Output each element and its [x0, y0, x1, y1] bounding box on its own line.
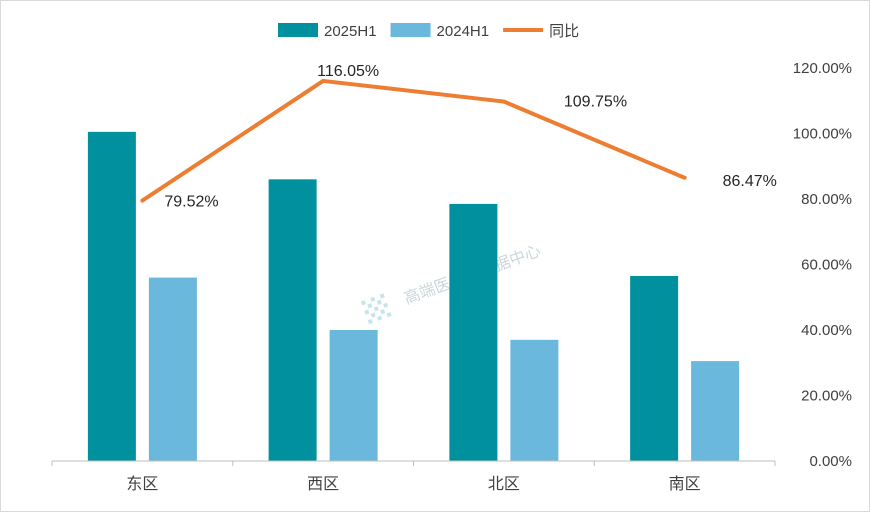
x-tick-label: 南区: [669, 474, 701, 493]
legend-label: 同比: [549, 23, 579, 40]
data-label: 79.52%: [164, 194, 218, 211]
watermark-dot: [376, 299, 382, 305]
watermark-dot: [367, 303, 373, 309]
bar-2025H1-南区: [630, 275, 679, 461]
line-同比: [141, 78, 686, 203]
watermark-dot: [364, 309, 370, 315]
bar-2024H1-北区: [510, 339, 559, 461]
axes: 东区 西区 北区 南区 0.00% 20.00% 40.00% 60.00% 80.00% 100…: [51, 60, 852, 493]
bar-2024H1-东区: [148, 277, 197, 461]
y-right-tick-label: 20.00%: [801, 388, 852, 405]
watermark-dot: [383, 302, 389, 308]
bar-2024H1-西区: [329, 330, 378, 461]
y-right-tick-label: 80.00%: [801, 191, 852, 208]
line-point: [682, 175, 687, 180]
line-point: [501, 99, 506, 104]
bar-2025H1-北区: [449, 203, 498, 461]
watermark-dot: [370, 312, 376, 318]
legend-label: 2024H1: [437, 23, 490, 40]
watermark-dot: [360, 300, 366, 306]
watermark-dot: [380, 309, 386, 315]
watermark-dot: [367, 319, 373, 325]
data-label: 109.75%: [564, 94, 627, 111]
bars: [87, 131, 740, 462]
watermark-dot: [379, 293, 385, 299]
y-right-tick-label: 120.00%: [793, 60, 852, 77]
line-point: [140, 198, 145, 203]
data-label: 86.47%: [723, 173, 777, 190]
watermark-dot: [377, 315, 383, 321]
yoy-line: 79.52% 116.05% 109.75% 86.47%: [140, 63, 777, 211]
legend-swatch-2024H1: [390, 23, 431, 37]
x-tick-label: 东区: [126, 474, 158, 493]
y-right-tick-label: 100.00%: [793, 126, 852, 143]
y-right-tick-label: 0.00%: [809, 453, 852, 470]
legend-label: 2025H1: [324, 23, 377, 40]
bar-2025H1-东区: [87, 131, 136, 462]
bar-2024H1-南区: [691, 361, 740, 461]
x-tick-label: 西区: [307, 474, 339, 493]
y-right-tick-label: 60.00%: [801, 257, 852, 274]
data-label: 116.05%: [317, 63, 379, 80]
legend: 2025H1 2024H1 同比: [278, 23, 579, 40]
watermark-dot: [373, 306, 379, 312]
watermark-dot: [386, 312, 392, 318]
legend-swatch-2025H1: [278, 23, 318, 37]
y-right-tick-label: 40.00%: [801, 322, 852, 339]
line-point: [321, 78, 326, 83]
x-tick-label: 北区: [488, 474, 520, 493]
watermark-dot: [370, 296, 376, 302]
bar-2025H1-西区: [268, 179, 317, 461]
